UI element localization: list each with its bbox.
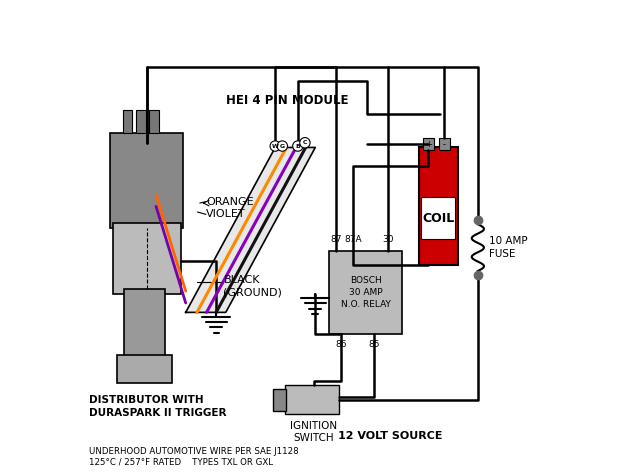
Text: 10 AMP
FUSE: 10 AMP FUSE <box>489 236 527 258</box>
Circle shape <box>277 141 287 151</box>
Circle shape <box>300 137 310 148</box>
Text: ORANGE: ORANGE <box>206 197 253 207</box>
Bar <box>330 251 403 334</box>
Bar <box>136 110 146 133</box>
Text: 87: 87 <box>331 235 342 244</box>
Text: DISTRIBUTOR WITH
DURASPARK II TRIGGER: DISTRIBUTOR WITH DURASPARK II TRIGGER <box>89 395 227 418</box>
Text: B: B <box>296 144 300 148</box>
Text: IGNITION
SWITCH: IGNITION SWITCH <box>291 421 337 443</box>
Text: 30: 30 <box>383 235 394 244</box>
Text: G: G <box>280 144 285 148</box>
Bar <box>117 355 172 383</box>
Text: HEI 4 PIN MODULE: HEI 4 PIN MODULE <box>226 94 348 108</box>
Bar <box>123 110 132 133</box>
Text: 85: 85 <box>369 340 380 349</box>
Text: COIL: COIL <box>422 211 454 225</box>
Bar <box>285 385 339 414</box>
Bar <box>419 147 458 265</box>
Bar <box>113 223 181 293</box>
Polygon shape <box>186 147 316 312</box>
Circle shape <box>292 141 303 151</box>
Bar <box>439 138 450 150</box>
Text: VIOLET: VIOLET <box>206 210 246 219</box>
Text: W: W <box>272 144 278 148</box>
Text: BOSCH
30 AMP
N.O. RELAY: BOSCH 30 AMP N.O. RELAY <box>340 276 390 309</box>
Bar <box>124 289 164 359</box>
Text: +: + <box>425 140 432 149</box>
Text: 86: 86 <box>335 340 347 349</box>
Text: 12 VOLT SOURCE: 12 VOLT SOURCE <box>339 430 443 440</box>
Text: -: - <box>443 140 446 149</box>
Text: C: C <box>303 140 307 145</box>
Text: UNDERHOOD AUTOMOTIVE WIRE PER SAE J1128
125°C / 257°F RATED    TYPES TXL OR GXL: UNDERHOOD AUTOMOTIVE WIRE PER SAE J1128 … <box>89 447 299 467</box>
Bar <box>421 197 455 239</box>
Bar <box>423 138 434 150</box>
Bar <box>110 133 183 228</box>
Text: BLACK
(GROUND): BLACK (GROUND) <box>223 275 282 298</box>
Bar <box>149 110 159 133</box>
Bar <box>273 389 286 411</box>
Circle shape <box>270 141 280 151</box>
Text: 87A: 87A <box>344 235 362 244</box>
